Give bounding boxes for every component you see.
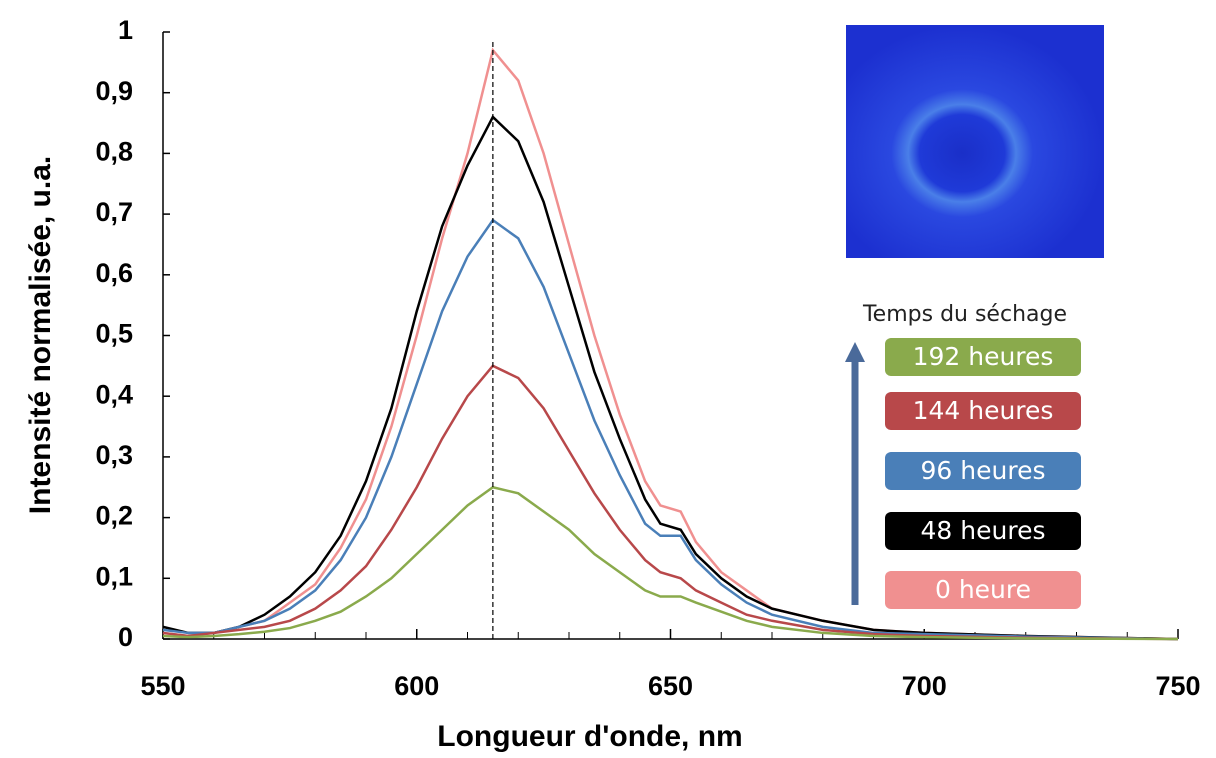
x-tick-label: 700 xyxy=(902,671,947,701)
series-line xyxy=(162,364,1179,641)
legend-label: 192 heures xyxy=(913,342,1054,371)
y-tick-label: 0,9 xyxy=(95,76,133,106)
legend-box xyxy=(885,512,1081,550)
y-tick-label: 0,5 xyxy=(95,319,133,349)
y-axis-title: Intensité normalisée, u.a. xyxy=(24,156,57,514)
y-tick-label: 0,8 xyxy=(95,137,133,167)
legend-label: 96 heures xyxy=(921,456,1046,485)
legend-label: 48 heures xyxy=(921,516,1046,545)
y-tick-label: 0,2 xyxy=(95,501,133,531)
y-tick-label: 0 xyxy=(118,622,133,652)
legend-box xyxy=(885,392,1081,430)
inset-image xyxy=(846,25,1104,258)
legend-title: Temps du séchage xyxy=(862,302,1067,327)
legend-box xyxy=(885,452,1081,490)
x-tick-label: 600 xyxy=(394,671,439,701)
y-tick-label: 0,1 xyxy=(95,561,133,591)
y-tick-label: 0,6 xyxy=(95,258,133,288)
x-tick-label: 750 xyxy=(1155,671,1200,701)
x-tick-label: 550 xyxy=(140,671,185,701)
x-tick-label: 650 xyxy=(648,671,693,701)
series-line xyxy=(162,218,1179,641)
legend-box xyxy=(885,571,1081,609)
legend-label: 0 heure xyxy=(935,575,1031,604)
y-tick-label: 1 xyxy=(118,15,133,45)
legend-label: 144 heures xyxy=(913,396,1054,425)
x-axis-title: Longueur d'onde, nm xyxy=(437,720,742,753)
y-tick-label: 0,7 xyxy=(95,197,133,227)
series-line xyxy=(162,485,1179,641)
y-tick-label: 0,4 xyxy=(95,379,133,409)
y-tick-label: 0,3 xyxy=(95,440,133,470)
legend-box xyxy=(885,338,1081,376)
time-arrow-head xyxy=(845,342,865,362)
series-line xyxy=(162,114,1179,641)
